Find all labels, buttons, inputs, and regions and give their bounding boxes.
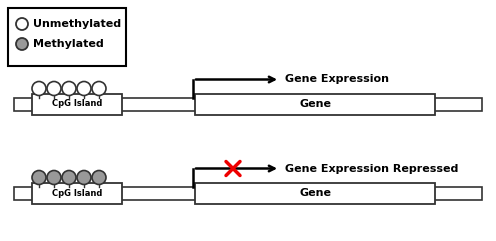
FancyBboxPatch shape — [14, 98, 482, 111]
FancyBboxPatch shape — [195, 182, 435, 203]
Text: Gene: Gene — [299, 188, 331, 198]
Text: Unmethylated: Unmethylated — [33, 19, 121, 29]
FancyBboxPatch shape — [32, 94, 122, 114]
Circle shape — [32, 170, 46, 185]
Circle shape — [92, 81, 106, 95]
Circle shape — [16, 18, 28, 30]
FancyBboxPatch shape — [32, 182, 122, 203]
FancyBboxPatch shape — [195, 94, 435, 114]
FancyBboxPatch shape — [14, 187, 482, 200]
FancyBboxPatch shape — [8, 8, 126, 66]
Circle shape — [62, 170, 76, 185]
Text: Gene Expression: Gene Expression — [285, 74, 389, 85]
Circle shape — [32, 81, 46, 95]
Circle shape — [77, 170, 91, 185]
Text: Methylated: Methylated — [33, 39, 104, 49]
Circle shape — [16, 38, 28, 50]
Circle shape — [62, 81, 76, 95]
Circle shape — [92, 170, 106, 185]
Text: Gene: Gene — [299, 99, 331, 109]
Circle shape — [47, 170, 61, 185]
Circle shape — [77, 81, 91, 95]
Text: Gene Expression Repressed: Gene Expression Repressed — [285, 163, 458, 174]
Circle shape — [47, 81, 61, 95]
Text: CpG Island: CpG Island — [52, 188, 102, 198]
Text: CpG Island: CpG Island — [52, 100, 102, 108]
